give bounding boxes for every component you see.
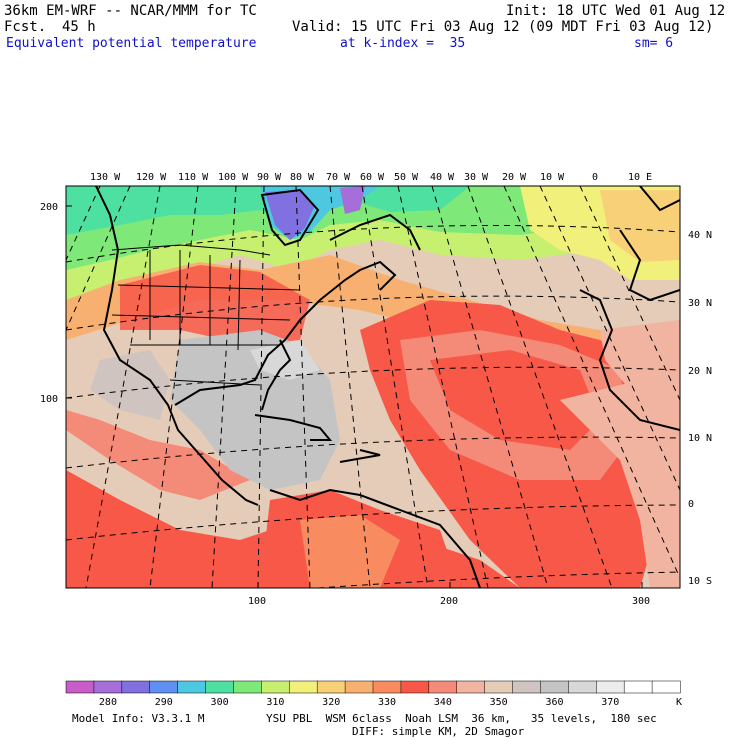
model-info: Model Info: V3.3.1 M [72,712,205,725]
field-name: Equivalent potential temperature [6,36,257,51]
grid-x-label: 200 [440,596,458,607]
grid-y-label: 200 [40,202,58,213]
colorbar-label: 370 [601,697,619,708]
colorbar-swatch [177,680,207,694]
lon-label: 40 W [430,172,455,183]
lon-label: 20 W [502,172,527,183]
lat-label: 40 N [688,230,712,241]
lon-label: 130 W [90,172,121,183]
lon-labels: 130 W 120 W 110 W 100 W 90 W 80 W 70 W 6… [90,172,652,183]
colorbar-label: 280 [99,697,117,708]
map-frame [65,185,681,589]
lat-labels: 40 N 30 N 20 N 10 N 0 10 S [688,230,712,587]
colorbar-swatch [121,680,151,694]
lon-label: 110 W [178,172,209,183]
lat-label: 10 S [688,576,712,587]
lon-label: 80 W [290,172,315,183]
colorbar-swatch [316,680,346,694]
lon-label: 30 W [464,172,489,183]
colorbar-swatch [65,680,95,694]
valid-time: Valid: 15 UTC Fri 03 Aug 12 (09 MDT Fri … [292,19,714,35]
colorbar-swatch [233,680,262,694]
colorbar-swatch [428,680,458,694]
colorbar-swatch [400,680,430,694]
borders [111,244,301,386]
init-time: Init: 18 UTC Wed 01 Aug 12 [506,3,726,19]
lon-label: 90 W [257,172,282,183]
lon-label: 10 E [628,172,652,183]
lat-label: 20 N [688,366,712,377]
colorbar-label: 290 [155,697,173,708]
lon-label: 120 W [136,172,167,183]
lon-label: 60 W [360,172,385,183]
lat-label: 0 [688,499,694,510]
lon-label: 100 W [218,172,249,183]
colorbar-label: 340 [434,697,452,708]
colorbar-label: 360 [545,697,563,708]
lon-label: 10 W [540,172,565,183]
forecast-hour: 45 h [62,19,96,35]
colorbar-labels: 280 290 300 310 320 330 340 350 360 370 K [99,697,682,708]
colorbar-swatch [568,680,597,694]
colorbar-label: 320 [322,697,340,708]
colorbar-swatch [289,680,318,694]
colorbar-swatch [484,680,514,694]
grid-x-label: 300 [632,596,650,607]
lon-label: 70 W [326,172,351,183]
colorbar-swatch [512,680,542,694]
grid-y-label: 100 [40,394,58,405]
colorbar-label: 350 [490,697,508,708]
lat-label: 10 N [688,433,712,444]
diffusion-info: DIFF: simple KM, 2D Smagor [352,725,525,738]
colorbar-label: 300 [211,697,229,708]
colorbar-swatch [596,680,625,694]
model-title: 36km EM-WRF -- NCAR/MMM for TC [4,3,257,19]
colorbar-swatch [540,680,569,694]
colorbar-unit: K [676,697,682,708]
smoothing: sm= 6 [634,36,674,51]
colorbar-swatch [651,680,681,694]
physics-info: YSU PBL WSM 6class Noah LSM 36 km, 35 le… [266,712,657,725]
lat-label: 30 N [688,298,712,309]
colorbar-swatch [372,680,402,694]
grid-index-labels: 100 200 300 200 100 [40,202,650,607]
colorbar-label: 330 [378,697,396,708]
lon-label: 50 W [394,172,419,183]
colorbar-swatch [149,680,179,694]
colorbar-swatch [623,680,653,694]
grid-x-label: 100 [248,596,266,607]
frame-ticks [66,205,643,588]
forecast-label: Fcst. [4,19,47,35]
lon-label: 0 [592,172,598,183]
colorbar-label: 310 [266,697,284,708]
colorbar-swatch [261,680,290,694]
level-index: at k-index = 35 [340,36,466,51]
colorbar-swatch [93,680,123,694]
colorbar [65,680,681,694]
colorbar-swatch [344,680,374,694]
colorbar-swatch [205,680,235,694]
colorbar-swatch [456,680,486,694]
